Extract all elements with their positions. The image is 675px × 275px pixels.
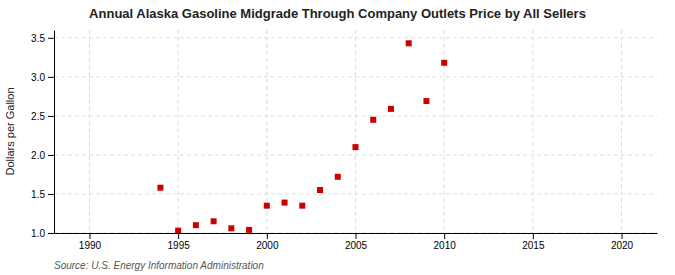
x-tick: 2010	[434, 233, 457, 251]
x-tick-mark	[356, 233, 357, 239]
x-grid-line	[621, 30, 622, 233]
y-tick-mark	[48, 77, 54, 78]
x-tick-mark	[267, 233, 268, 239]
y-grid-line	[54, 76, 657, 77]
x-tick-label: 1990	[79, 240, 102, 251]
grid	[54, 30, 657, 233]
x-tick-mark	[622, 233, 623, 239]
point	[211, 218, 217, 224]
y-tick-label: 2.0	[31, 150, 45, 161]
point	[370, 117, 376, 123]
x-tick-mark	[533, 233, 534, 239]
x-tick-label: 2010	[434, 240, 457, 251]
y-tick: 3.0	[31, 72, 54, 83]
x-tick-mark	[444, 233, 445, 239]
point	[299, 203, 305, 209]
plot: 1990 1995 2000 2005 2010 2015 2020 1.0 1.5 2.0 2.5…	[31, 30, 657, 251]
y-tick: 2.0	[31, 150, 54, 161]
y-tick-mark	[48, 116, 54, 117]
y-axis-line	[54, 31, 55, 234]
point	[406, 40, 412, 46]
x-tick-label: 1995	[168, 240, 191, 251]
x-tick-label: 2000	[256, 240, 279, 251]
x-grid-line	[266, 30, 267, 233]
point	[423, 98, 429, 104]
point	[353, 144, 359, 150]
point	[282, 200, 288, 206]
y-tick-mark	[48, 233, 54, 234]
y-tick-label: 3.0	[31, 72, 45, 83]
x-tick: 2020	[611, 233, 634, 251]
point	[175, 228, 181, 233]
y-tick-mark	[48, 155, 54, 156]
y-axis-title: Dollars per Gallon	[4, 87, 16, 175]
y-tick: 3.5	[31, 33, 54, 44]
x-tick: 2005	[345, 233, 368, 251]
y-tick: 1.5	[31, 189, 54, 200]
point	[264, 203, 270, 209]
point	[388, 106, 394, 112]
y-tick-label: 1.5	[31, 189, 45, 200]
y-axis: 1.0 1.5 2.0 2.5 3.0 3.5	[31, 31, 54, 239]
x-tick-label: 2020	[611, 240, 634, 251]
x-tick: 2000	[256, 233, 279, 251]
y-tick: 2.5	[31, 111, 54, 122]
y-tick: 1.0	[31, 228, 54, 239]
point	[335, 174, 341, 180]
x-grid-line	[355, 30, 356, 233]
x-tick-label: 2005	[345, 240, 368, 251]
point	[317, 187, 323, 193]
points	[157, 40, 447, 233]
y-tick-label: 3.5	[31, 33, 45, 44]
x-tick: 1995	[168, 233, 191, 251]
x-tick-label: 2015	[522, 240, 545, 251]
point	[228, 225, 234, 231]
y-tick-mark	[48, 38, 54, 39]
y-tick-label: 2.5	[31, 111, 45, 122]
x-tick: 2015	[522, 233, 545, 251]
x-tick-mark	[178, 233, 179, 239]
x-grid-line	[532, 30, 533, 233]
point	[246, 227, 252, 233]
x-tick: 1990	[79, 233, 102, 251]
chart: 1990 1995 2000 2005 2010 2015 2020 1.0 1.5 2.0 2.5…	[0, 0, 675, 275]
x-axis: 1990 1995 2000 2005 2010 2015 2020	[55, 233, 658, 251]
point	[193, 222, 199, 228]
point	[157, 185, 163, 191]
y-tick-label: 1.0	[31, 228, 45, 239]
x-tick-mark	[89, 233, 90, 239]
y-tick-mark	[48, 194, 54, 195]
y-grid-line	[54, 154, 657, 155]
title: Annual Alaska Gasoline Midgrade Through …	[89, 6, 586, 21]
x-grid-line	[89, 30, 90, 233]
annotation: Source: U.S. Energy Information Administ…	[54, 260, 264, 271]
point	[441, 60, 447, 66]
x-grid-line	[178, 30, 179, 233]
